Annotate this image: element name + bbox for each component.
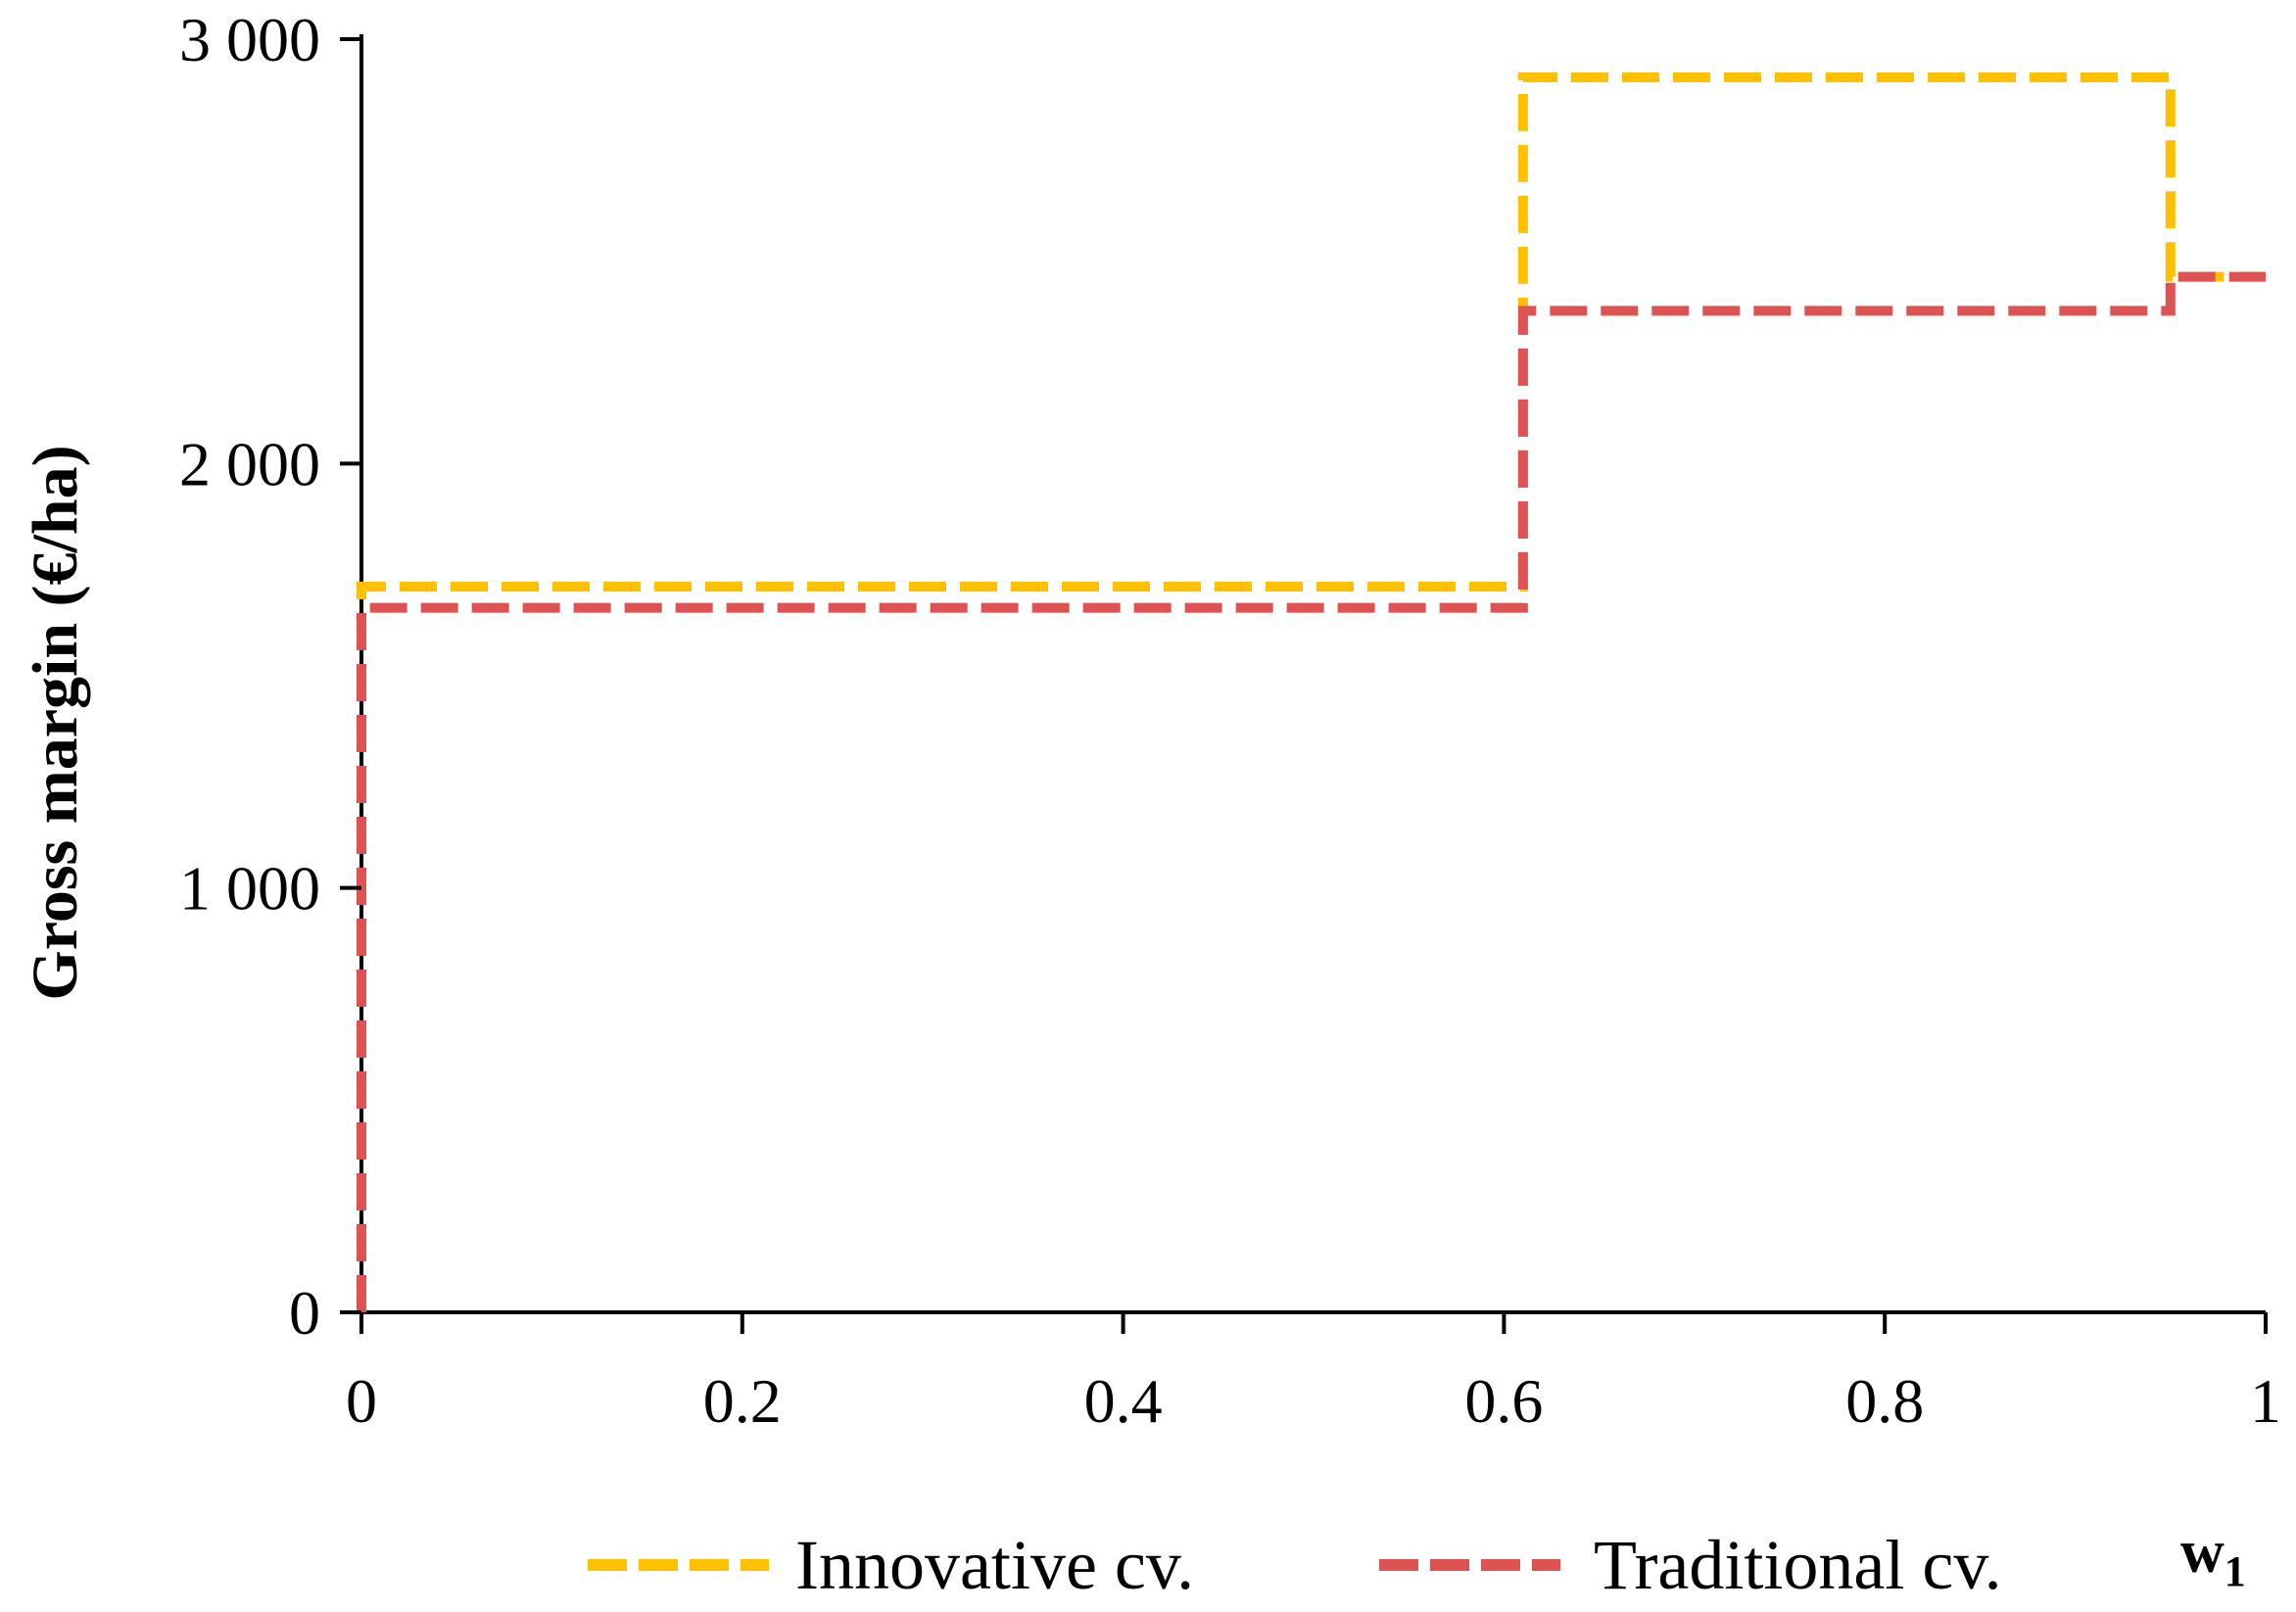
legend-label-traditional: Traditional cv.	[1594, 1526, 2002, 1604]
x-tick-label: 0	[346, 1366, 377, 1436]
x-tick-label: 0.4	[1084, 1366, 1163, 1436]
y-tick-label: 1 000	[179, 854, 320, 924]
x-tick-label: 0.2	[703, 1366, 782, 1436]
x-axis-title: w1	[2180, 1519, 2246, 1595]
x-tick-label: 1	[2250, 1366, 2281, 1436]
axes	[359, 34, 2266, 1314]
y-axis-title: Gross margin (€/ha)	[20, 445, 91, 1000]
legend: Innovative cv. Traditional cv.	[588, 1526, 2002, 1604]
ticks-layer: 0 1 000 2 000 3 000 0 0.2 0.4 0.6 0.8 1	[179, 5, 2281, 1436]
y-tick-label: 0	[289, 1278, 320, 1348]
x-axis-title-subscript: 1	[2224, 1547, 2246, 1595]
legend-label-innovative: Innovative cv.	[795, 1526, 1194, 1604]
y-tick-label: 2 000	[179, 429, 320, 498]
x-axis-title-main: w	[2180, 1519, 2224, 1586]
series-line-traditional	[357, 271, 2266, 1312]
series-layer	[357, 72, 2266, 1312]
x-tick-label: 0.6	[1464, 1366, 1543, 1436]
x-tick-label: 0.8	[1845, 1366, 1924, 1436]
series-line-innovative	[357, 72, 2266, 1312]
y-tick-label: 3 000	[179, 5, 320, 74]
